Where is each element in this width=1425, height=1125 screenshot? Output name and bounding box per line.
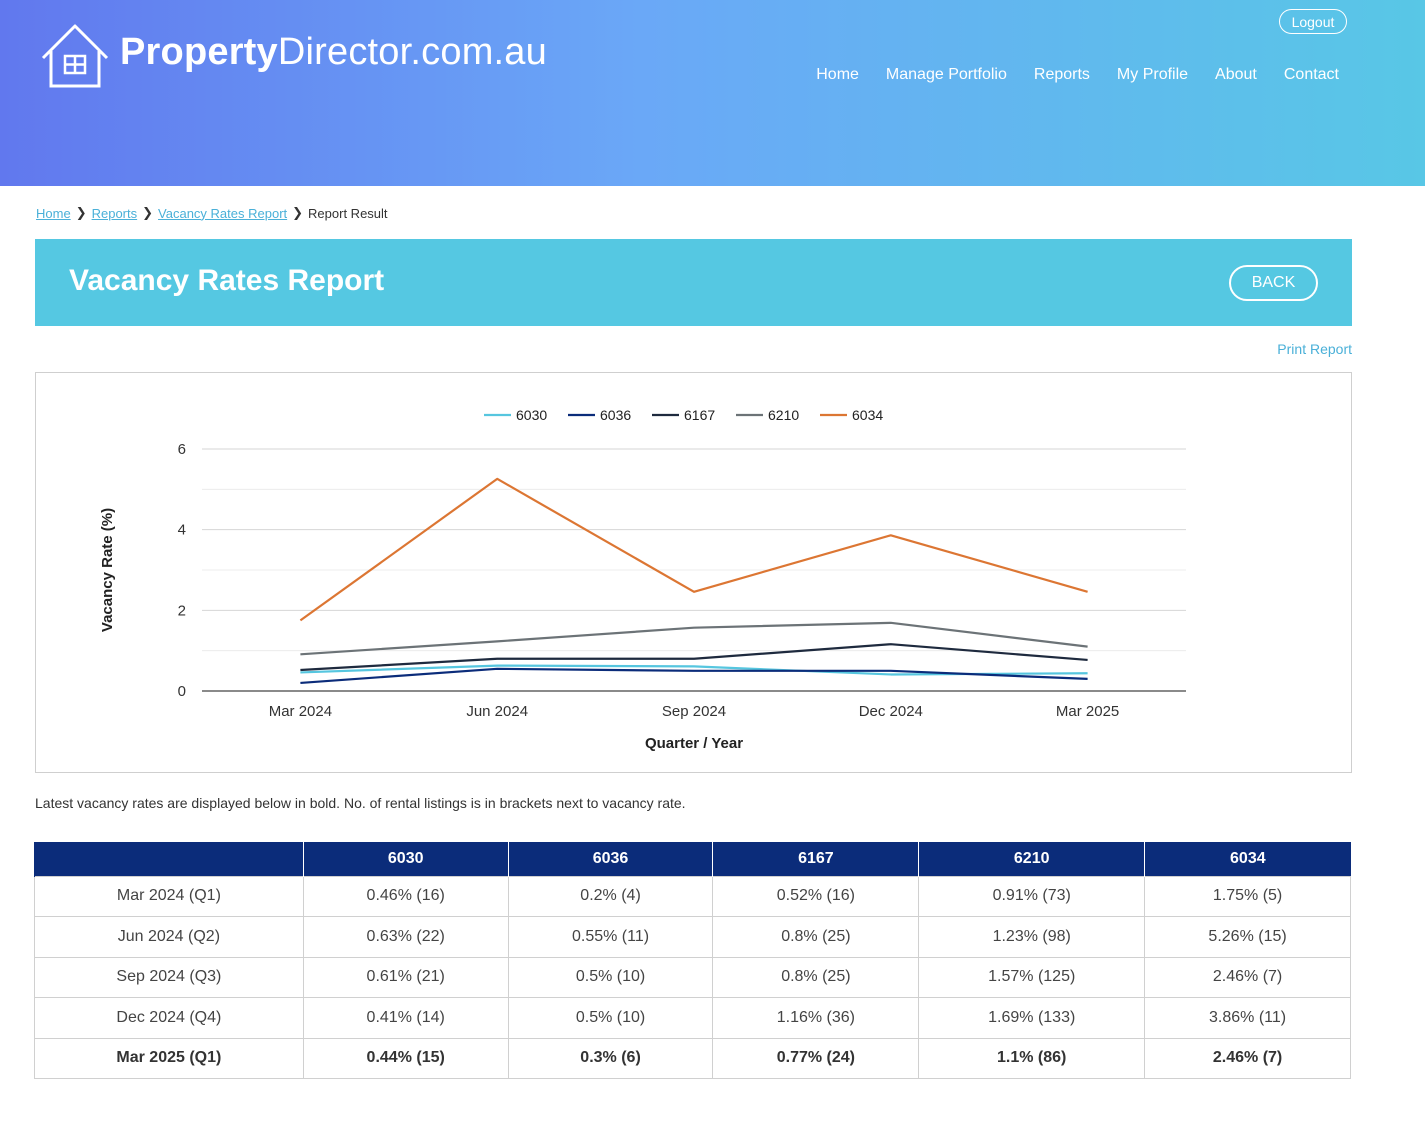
x-tick-label: Dec 2024	[859, 703, 923, 720]
back-button[interactable]: BACK	[1229, 265, 1318, 301]
nav-manage-portfolio[interactable]: Manage Portfolio	[885, 66, 1007, 83]
table-header-6167: 6167	[712, 842, 919, 876]
table-cell: 0.61% (21)	[302, 956, 509, 998]
site-logo[interactable]: PropertyDirector.com.au	[40, 22, 547, 90]
nav-my-profile[interactable]: My Profile	[1116, 66, 1189, 83]
table-cell: 0.63% (22)	[302, 916, 509, 958]
table-header-row: 6030 6036 6167 6210 6034	[34, 842, 1351, 876]
table-cell: 0.3% (6)	[507, 1037, 714, 1079]
table-header-quarter	[34, 842, 304, 876]
table-row-latest: Mar 2025 (Q1) 0.44% (15) 0.3% (6) 0.77% …	[34, 1037, 1351, 1079]
logout-button[interactable]: Logout	[1279, 9, 1347, 34]
table-cell: 0.41% (14)	[302, 997, 509, 1039]
table-row: Sep 2024 (Q3) 0.61% (21) 0.5% (10) 0.8% …	[34, 956, 1351, 998]
logo-text-bold: Property	[120, 30, 278, 73]
chevron-right-icon: ❯	[292, 205, 304, 220]
legend-label-6167: 6167	[684, 407, 715, 423]
page-title: Vacancy Rates Report	[69, 264, 385, 297]
table-cell: 5.26% (15)	[1144, 916, 1351, 958]
vacancy-rate-chart: 0 2 4 6 Mar 2024 Jun 2024 Sep 2024 Dec 2024 Mar …	[35, 372, 1352, 773]
table-cell: 0.5% (10)	[507, 956, 714, 998]
table-cell: 0.8% (25)	[712, 956, 920, 998]
x-tick-label: Sep 2024	[662, 703, 726, 720]
vacancy-rate-table: 6030 6036 6167 6210 6034 Mar 2024 (Q1) 0…	[34, 842, 1351, 1079]
table-cell: 0.46% (16)	[302, 875, 509, 917]
table-cell: 0.55% (11)	[507, 916, 714, 958]
print-report-link[interactable]: Print Report	[1277, 341, 1352, 357]
table-header-6034: 6034	[1144, 842, 1351, 876]
table-cell: 0.2% (4)	[507, 875, 714, 917]
series-line-6210	[300, 621, 1088, 656]
breadcrumb-current: Report Result	[308, 205, 388, 221]
table-cell: 2.46% (7)	[1144, 1037, 1351, 1079]
table-header-6210: 6210	[918, 842, 1145, 876]
legend-label-6036: 6036	[600, 407, 631, 423]
page-title-bar: Vacancy Rates Report BACK	[35, 239, 1352, 326]
table-cell: 0.77% (24)	[712, 1037, 920, 1079]
breadcrumb-reports[interactable]: Reports	[91, 205, 138, 221]
chart-canvas: 0 2 4 6 Mar 2024 Jun 2024 Sep 2024 Dec 2024 Mar …	[99, 407, 1186, 752]
table-cell-quarter: Mar 2025 (Q1)	[34, 1037, 304, 1079]
legend-label-6034: 6034	[852, 407, 883, 423]
logo-text: PropertyDirector.com.au	[120, 31, 547, 74]
nav-home[interactable]: Home	[816, 66, 859, 83]
y-tick-label: 0	[178, 683, 186, 700]
table-cell: 1.69% (133)	[918, 997, 1146, 1039]
breadcrumb-vacancy-rates-report[interactable]: Vacancy Rates Report	[158, 205, 288, 221]
y-tick-label: 4	[178, 522, 186, 539]
table-cell-quarter: Dec 2024 (Q4)	[34, 997, 304, 1039]
series-line-6034	[299, 477, 1088, 622]
series-line-6036	[300, 667, 1088, 685]
table-cell: 2.46% (7)	[1144, 956, 1351, 998]
table-cell: 1.75% (5)	[1144, 875, 1351, 917]
table-cell: 1.23% (98)	[918, 916, 1146, 958]
chevron-right-icon: ❯	[75, 205, 87, 220]
table-cell: 1.57% (125)	[918, 956, 1146, 998]
table-cell: 1.16% (36)	[712, 997, 920, 1039]
legend-label-6210: 6210	[768, 407, 799, 423]
series-line-6167	[300, 643, 1088, 672]
table-row: Jun 2024 (Q2) 0.63% (22) 0.55% (11) 0.8%…	[34, 916, 1351, 958]
table-cell-quarter: Sep 2024 (Q3)	[34, 956, 304, 998]
table-cell: 0.91% (73)	[918, 875, 1146, 917]
nav-reports[interactable]: Reports	[1033, 66, 1090, 83]
chevron-right-icon: ❯	[142, 205, 154, 220]
x-tick-label: Jun 2024	[466, 703, 528, 720]
table-cell: 1.1% (86)	[918, 1037, 1146, 1079]
logo-text-rest: Director.com.au	[277, 30, 547, 73]
breadcrumb: Home ❯ Reports ❯ Vacancy Rates Report ❯ …	[36, 205, 388, 221]
main-nav: Home Manage Portfolio Reports My Profile…	[816, 66, 1339, 84]
table-header-6036: 6036	[507, 842, 713, 876]
table-cell: 0.44% (15)	[302, 1037, 509, 1079]
house-icon	[41, 24, 109, 88]
table-note: Latest vacancy rates are displayed below…	[35, 795, 686, 811]
table-row: Dec 2024 (Q4) 0.41% (14) 0.5% (10) 1.16%…	[34, 997, 1351, 1039]
table-cell: 0.5% (10)	[507, 997, 714, 1039]
x-axis-title: Quarter / Year	[645, 735, 743, 752]
y-tick-label: 2	[178, 602, 186, 619]
table-cell-quarter: Jun 2024 (Q2)	[34, 916, 304, 958]
x-tick-label: Mar 2025	[1056, 703, 1119, 720]
y-tick-label: 6	[178, 441, 186, 458]
table-row: Mar 2024 (Q1) 0.46% (16) 0.2% (4) 0.52% …	[34, 875, 1351, 917]
table-header-6030: 6030	[302, 842, 509, 876]
x-tick-label: Mar 2024	[269, 703, 332, 720]
table-cell-quarter: Mar 2024 (Q1)	[34, 875, 304, 917]
table-cell: 3.86% (11)	[1144, 997, 1351, 1039]
site-header: PropertyDirector.com.au Logout Home Mana…	[0, 0, 1425, 186]
legend-label-6030: 6030	[516, 407, 547, 423]
table-cell: 0.52% (16)	[712, 875, 920, 917]
nav-contact[interactable]: Contact	[1283, 66, 1339, 83]
y-axis-title: Vacancy Rate (%)	[99, 508, 116, 632]
breadcrumb-home[interactable]: Home	[36, 205, 71, 221]
nav-about[interactable]: About	[1215, 66, 1257, 83]
table-cell: 0.8% (25)	[712, 916, 920, 958]
